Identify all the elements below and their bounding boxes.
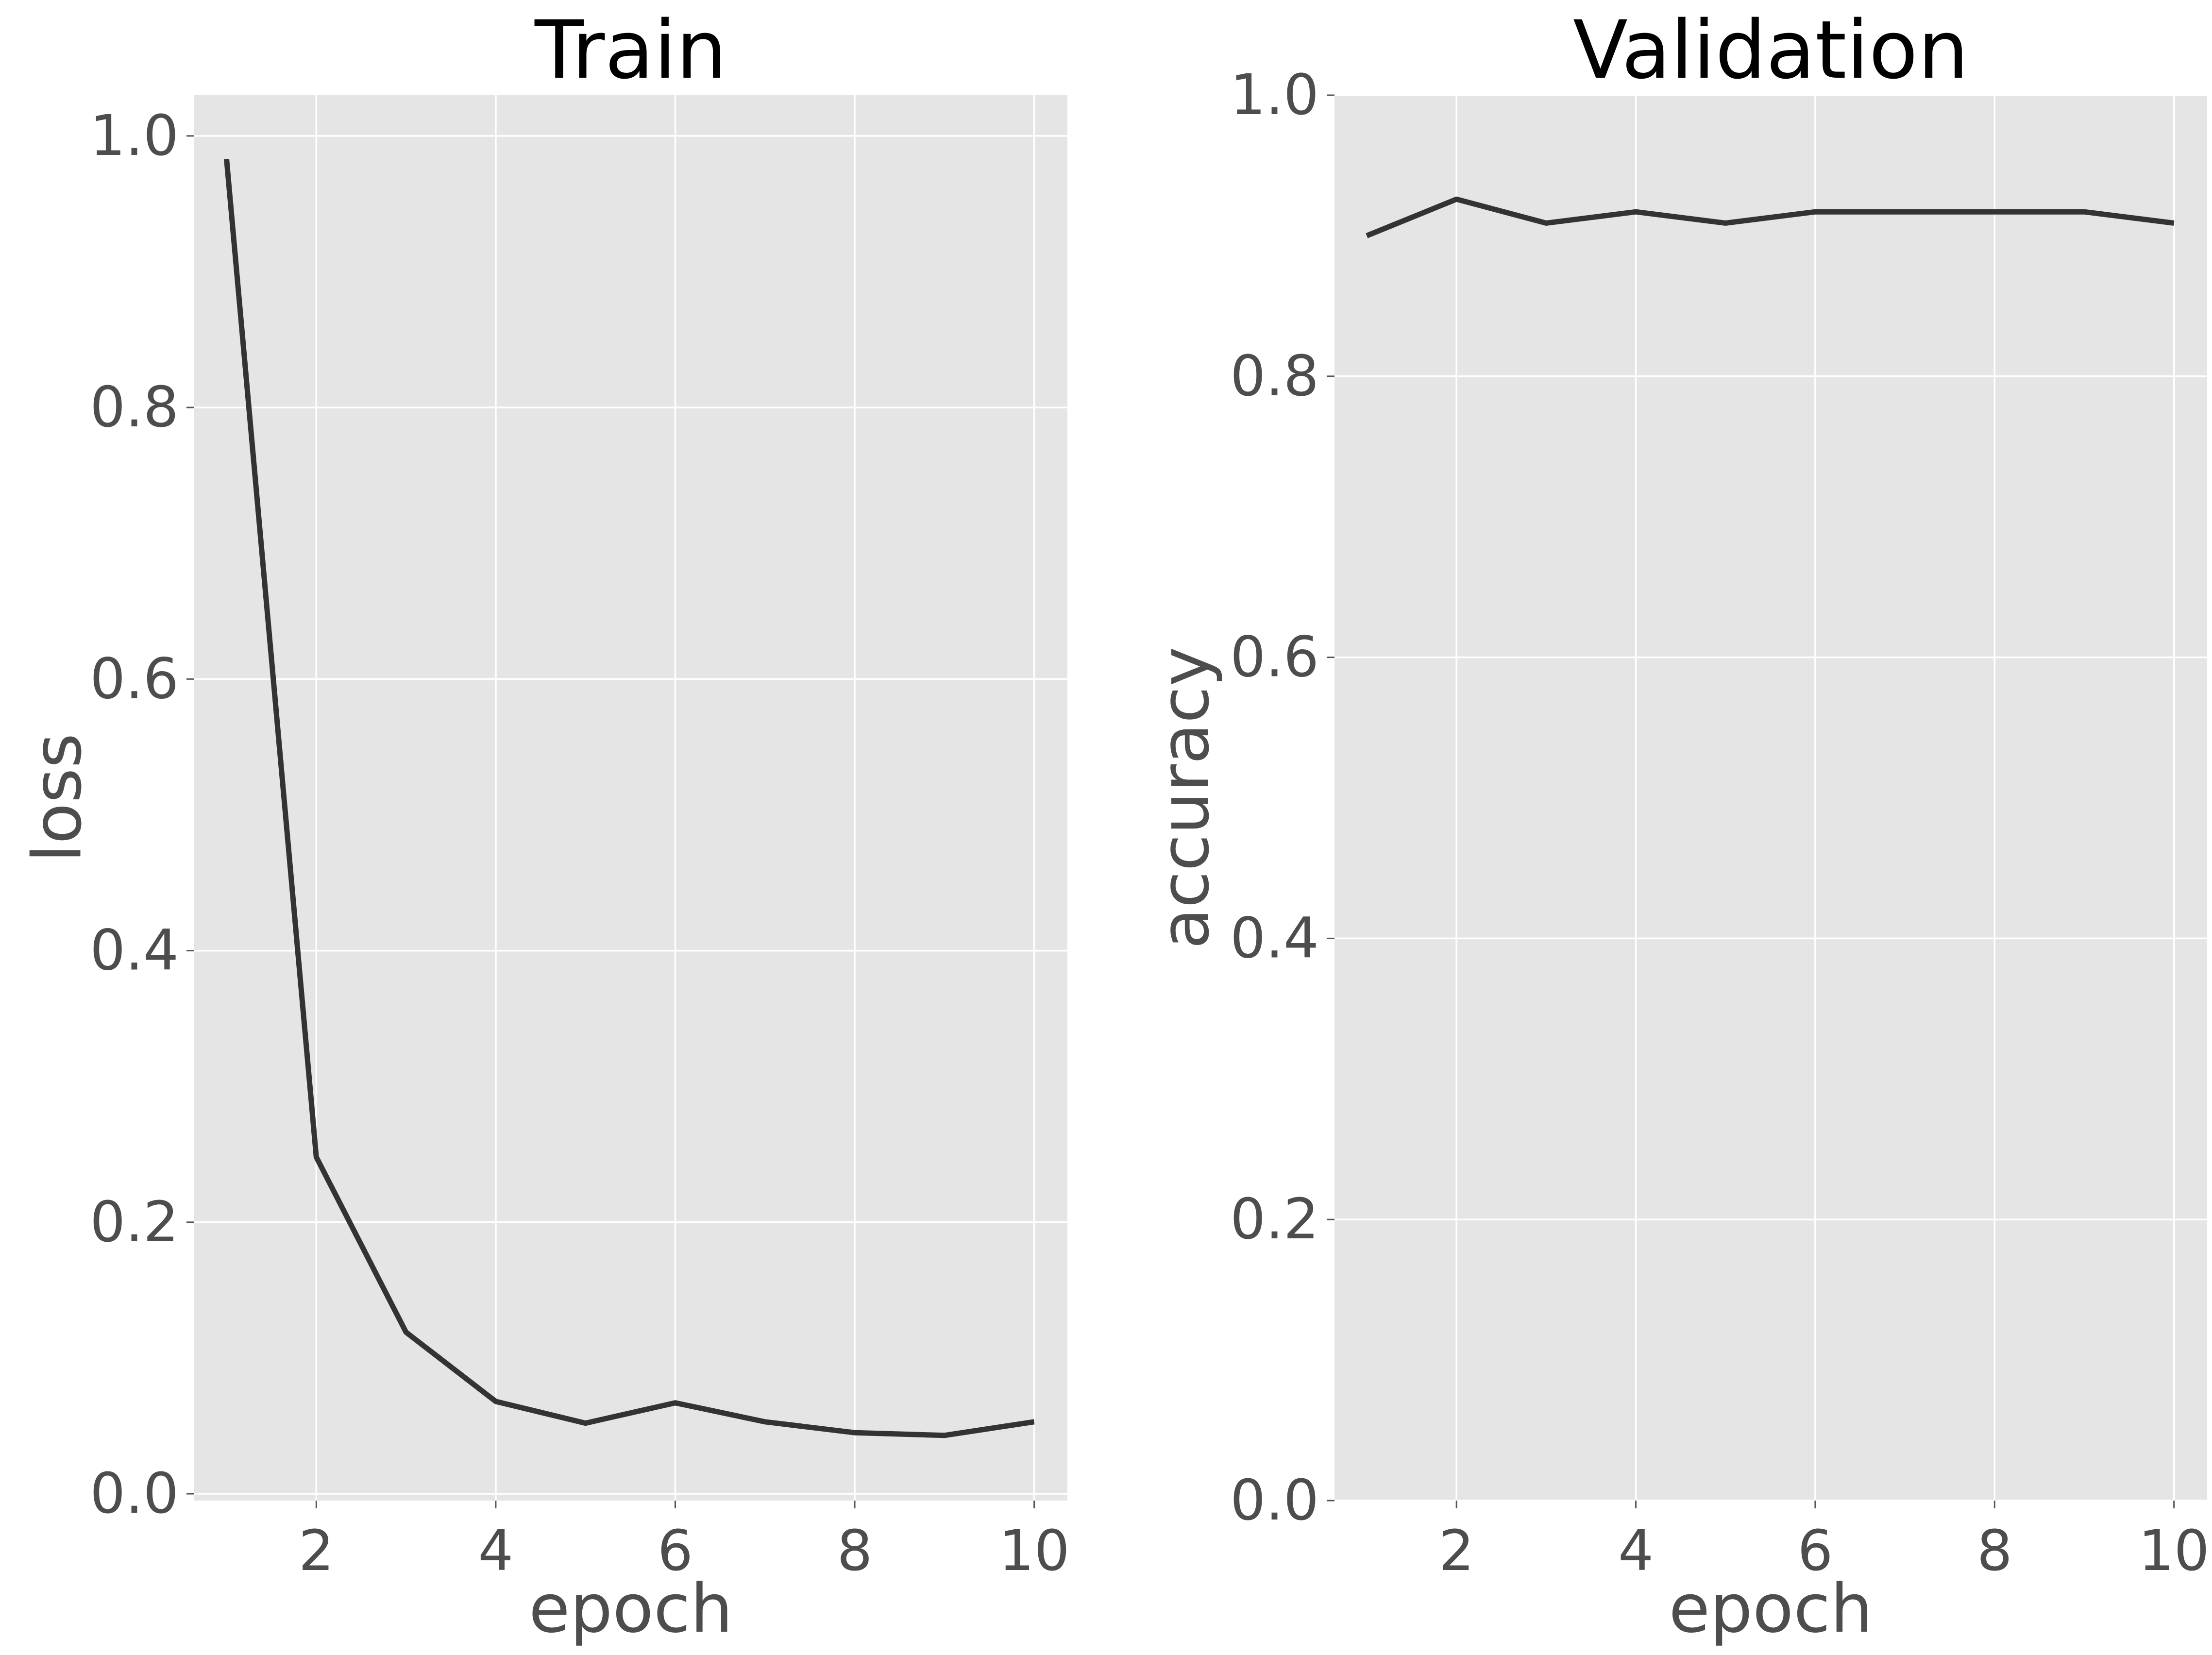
train-y-axis-label: loss [18,733,97,863]
validation-y-tick-label: 0.4 [1230,906,1319,971]
train-plot-area [194,95,1067,1501]
train-y-tick-label: 0.0 [90,1461,179,1526]
validation-panel: 2 4 6 8 10 0.0 0.2 0.4 0.6 0.8 1.0 Validation epoch a… [1146,3,2210,1648]
train-y-tick-label: 1.0 [90,103,179,169]
train-x-tick-label: 2 [299,1519,334,1584]
train-x-tick-label: 4 [478,1519,513,1584]
train-y-tick-label: 0.4 [90,918,179,983]
validation-x-tick-label: 10 [2138,1519,2209,1584]
validation-x-tick-label: 4 [1618,1519,1654,1584]
validation-y-tick-label: 0.0 [1230,1468,1319,1533]
validation-y-axis-label: accuracy [1146,647,1224,949]
validation-y-tick-label: 0.2 [1230,1187,1319,1252]
validation-y-tick-label: 0.8 [1230,344,1319,409]
validation-y-tick-label: 1.0 [1230,63,1319,128]
validation-x-tick-label: 2 [1439,1519,1474,1584]
validation-x-tick-label: 8 [1977,1519,2012,1584]
train-x-tick-label: 8 [837,1519,872,1584]
train-y-tick-label: 0.8 [90,375,179,440]
train-x-axis-label: epoch [529,1570,733,1648]
train-y-tick-label: 0.6 [90,646,179,711]
validation-x-tick-label: 6 [1797,1519,1833,1584]
train-title: Train [534,3,727,97]
train-series-line [224,158,1035,1438]
validation-y-tick-label: 0.6 [1230,625,1319,690]
train-y-tick-label: 0.2 [90,1190,179,1255]
validation-plot-area [1334,95,2207,1501]
validation-series-line [1366,196,2175,238]
train-x-tick-label: 10 [998,1519,1069,1584]
validation-title: Validation [1573,3,1969,97]
train-x-tick-label: 6 [658,1519,693,1584]
train-panel: 2 4 6 8 10 0.0 0.2 0.4 0.6 0.8 1.0 Train epoch loss [18,3,1070,1648]
validation-x-axis-label: epoch [1669,1570,1873,1648]
